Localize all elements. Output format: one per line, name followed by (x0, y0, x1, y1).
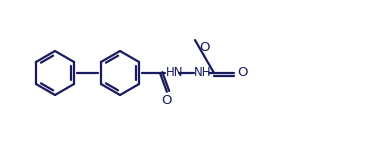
Text: NH: NH (194, 66, 212, 80)
Text: O: O (161, 94, 172, 107)
Text: O: O (237, 66, 247, 80)
Text: HN: HN (166, 66, 183, 80)
Text: O: O (199, 41, 209, 54)
